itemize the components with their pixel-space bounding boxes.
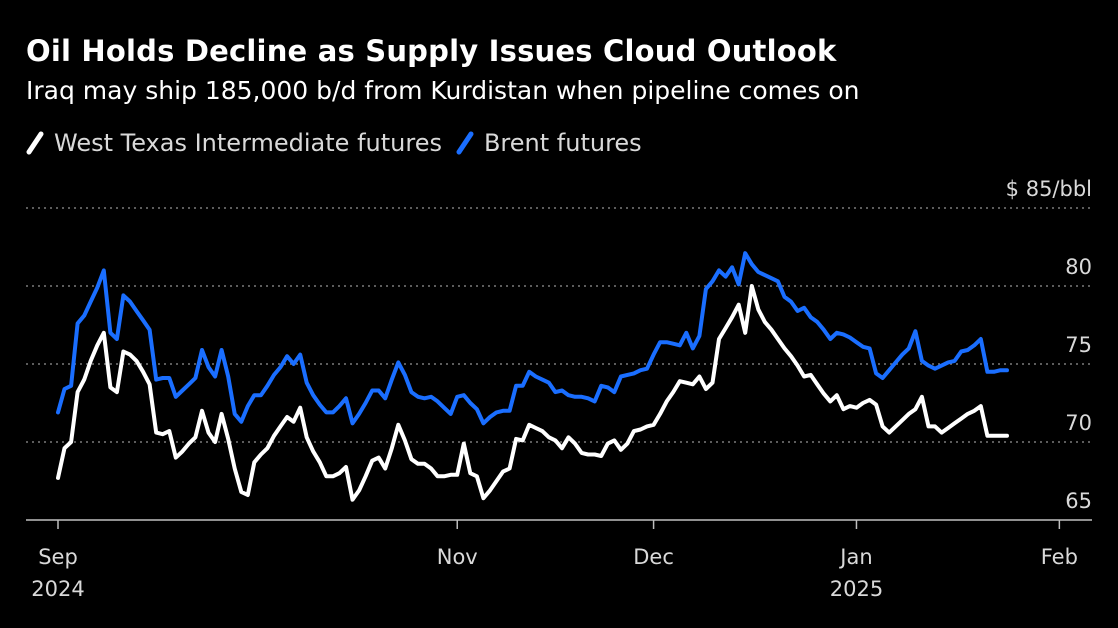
y-tick-label: $ 85/bbl <box>1006 177 1092 201</box>
wti-series-line <box>56 284 1009 502</box>
brent-series-line <box>56 251 1009 426</box>
x-tick-label: Dec <box>633 545 674 569</box>
x-tick-label: Nov <box>437 545 478 569</box>
y-tick-label: 65 <box>1065 489 1092 513</box>
series-lines <box>56 251 1009 502</box>
y-tick-label: 70 <box>1065 411 1092 435</box>
x-tick-label: Jan <box>838 545 872 569</box>
legend-item-wti: West Texas Intermediate futures <box>26 129 442 157</box>
x-tick-year-label: 2025 <box>830 577 883 601</box>
legend-label-wti: West Texas Intermediate futures <box>54 129 442 157</box>
y-tick-label: 80 <box>1065 255 1092 279</box>
chart-subtitle: Iraq may ship 185,000 b/d from Kurdistan… <box>26 76 860 105</box>
legend-label-brent: Brent futures <box>483 129 642 157</box>
legend-swatch-brent <box>456 131 474 155</box>
chart-title: Oil Holds Decline as Supply Issues Cloud… <box>26 34 837 68</box>
x-tick-label: Sep <box>38 545 78 569</box>
legend-swatch-wti <box>26 131 44 155</box>
tick-labels: 65 70 75 80 $ 85/bbl Sep 2024 Nov Dec Jan 2025 Feb <box>31 177 1092 601</box>
y-tick-label: 75 <box>1065 333 1092 357</box>
x-tick-year-label: 2024 <box>31 577 84 601</box>
x-axis <box>26 519 1092 529</box>
gridlines <box>26 207 1092 443</box>
x-tick-label: Feb <box>1041 545 1078 569</box>
chart-legend: West Texas Intermediate futures Brent fu… <box>26 128 656 158</box>
legend-item-brent: Brent futures <box>456 129 642 157</box>
